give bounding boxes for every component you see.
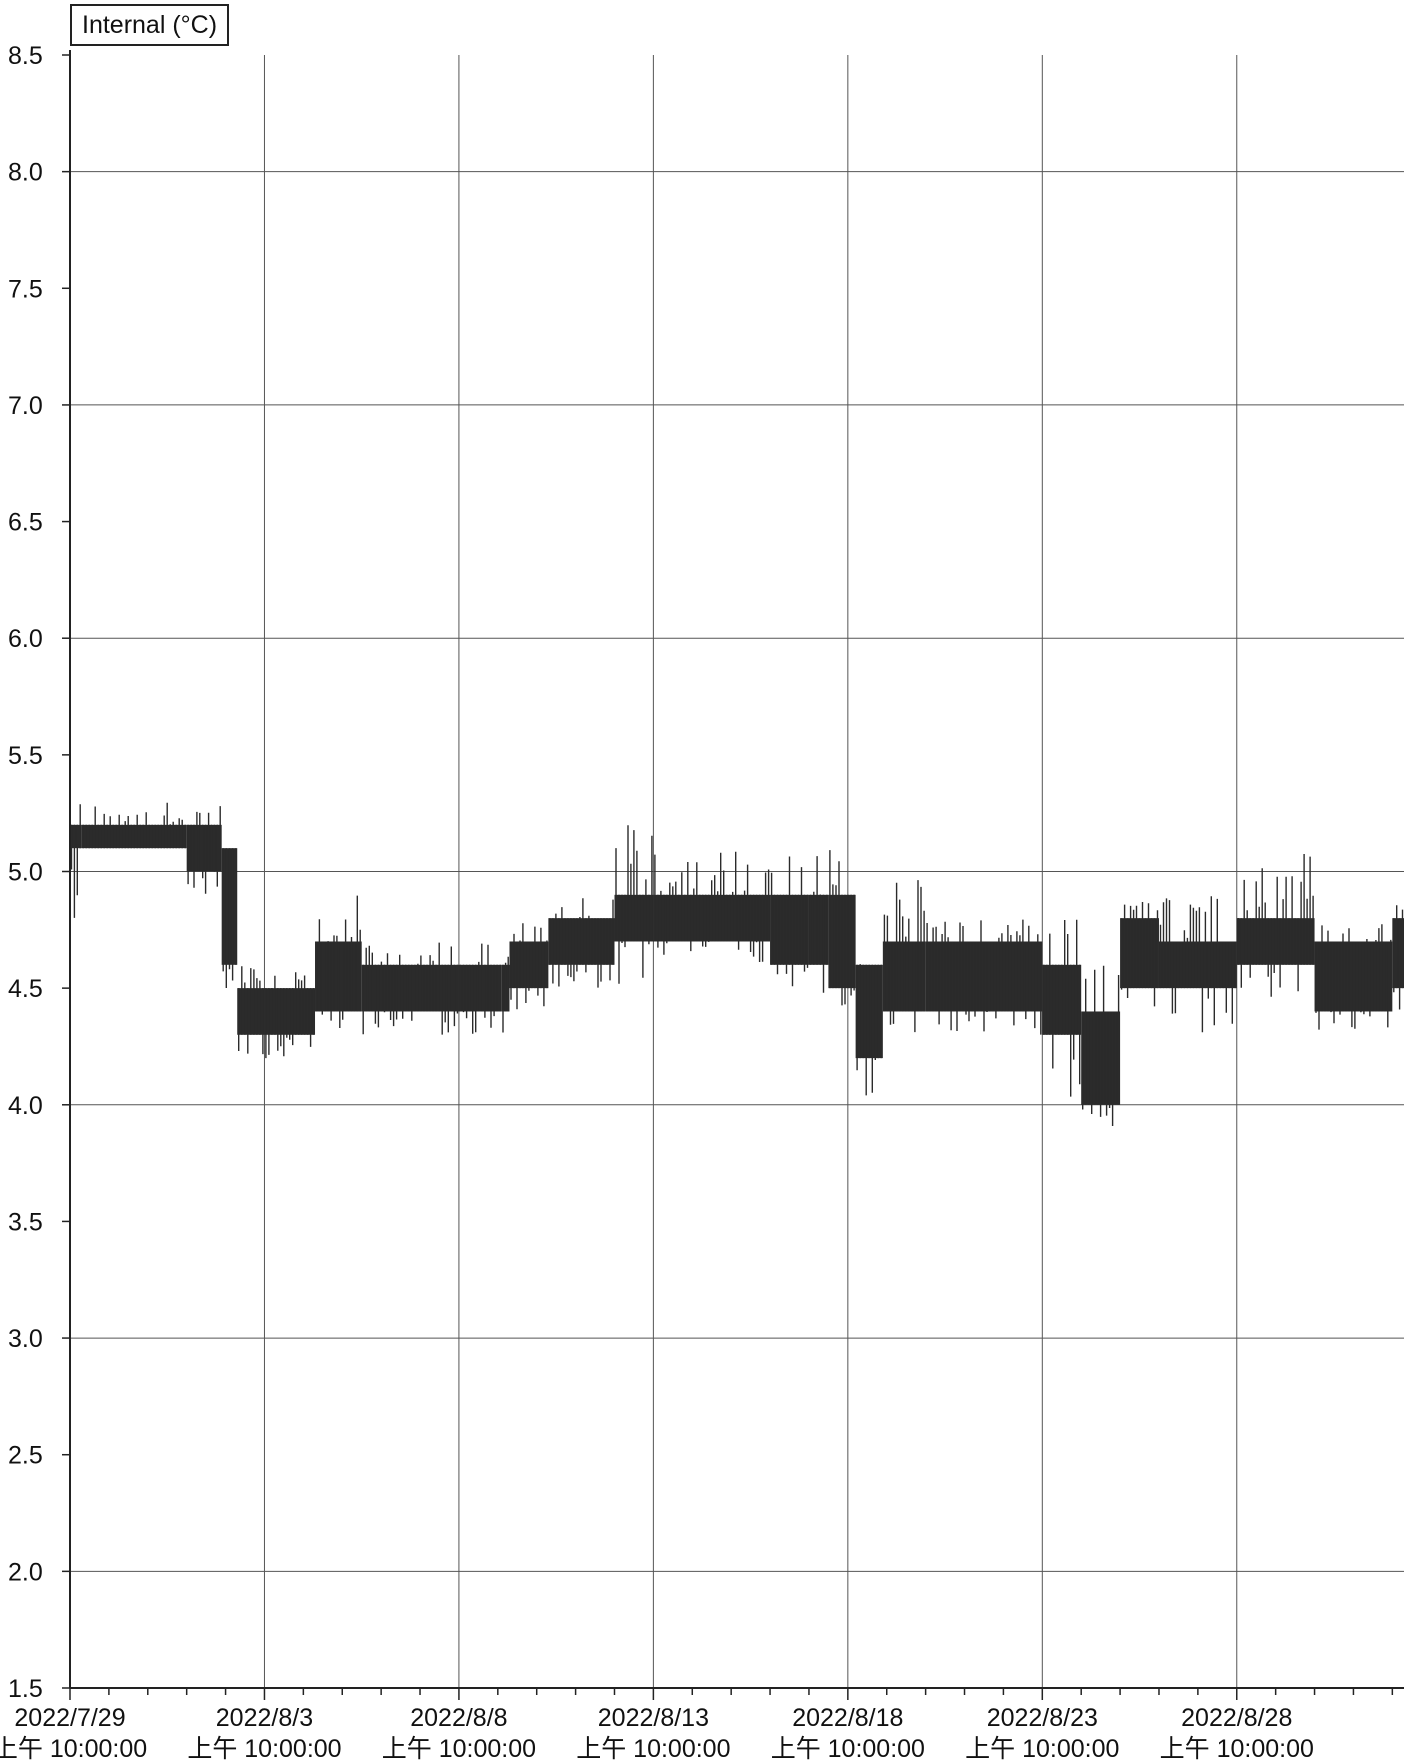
x-tick-label-time: 上午 10:00:00 bbox=[965, 1735, 1119, 1763]
x-tick-label-date: 2022/8/3 bbox=[216, 1704, 313, 1732]
series-band bbox=[808, 894, 829, 965]
y-tick-label: 8.0 bbox=[8, 159, 43, 187]
series-spikes bbox=[1043, 919, 1081, 1097]
y-tick-label: 7.0 bbox=[8, 392, 43, 420]
series-spikes bbox=[549, 898, 614, 988]
grid bbox=[70, 55, 1404, 1688]
series-spikes bbox=[459, 943, 501, 1034]
x-tick-label-time: 上午 10:00:00 bbox=[576, 1735, 730, 1763]
series-spikes bbox=[362, 942, 459, 1035]
series-spikes bbox=[926, 919, 1042, 1035]
series-spikes bbox=[654, 851, 770, 962]
x-tick-label-date: 2022/7/29 bbox=[14, 1704, 125, 1732]
series-band bbox=[1392, 918, 1404, 989]
legend-label: Internal (°C) bbox=[82, 11, 218, 39]
series-spikes bbox=[1393, 905, 1404, 1010]
x-tick-label-date: 2022/8/8 bbox=[410, 1704, 507, 1732]
x-tick-label-time: 上午 10:00:00 bbox=[382, 1735, 536, 1763]
y-tick-label: 8.5 bbox=[8, 42, 43, 70]
series-spikes bbox=[70, 804, 81, 918]
series-spikes bbox=[809, 856, 828, 993]
x-tick-label-time: 上午 10:00:00 bbox=[187, 1735, 341, 1763]
x-tick-labels: 2022/7/29 上午 10:00:00 2022/8/3 上午 10:00:00 2… bbox=[0, 1704, 1314, 1763]
series-spikes bbox=[856, 964, 882, 1096]
series-spikes bbox=[187, 806, 221, 894]
series-spikes bbox=[82, 802, 186, 849]
y-tick-label: 4.5 bbox=[8, 975, 43, 1003]
series-band bbox=[361, 964, 459, 1012]
series-internal-temperature bbox=[70, 802, 1404, 1126]
x-tick-label-date: 2022/8/13 bbox=[598, 1704, 709, 1732]
series-band bbox=[70, 824, 82, 849]
y-tick-label: 5.0 bbox=[8, 859, 43, 887]
x-tick-label-date: 2022/8/23 bbox=[987, 1704, 1098, 1732]
series-spikes bbox=[1315, 924, 1392, 1030]
series-spikes bbox=[502, 956, 509, 1033]
x-tick-label-time: 上午 10:00:00 bbox=[1160, 1735, 1314, 1763]
series-spikes bbox=[238, 966, 264, 1055]
y-tick-label: 5.5 bbox=[8, 742, 43, 770]
series-spikes bbox=[615, 825, 653, 984]
y-tick-label: 7.5 bbox=[8, 275, 43, 303]
legend: Internal (°C) bbox=[70, 4, 230, 46]
series-spikes bbox=[222, 848, 237, 988]
series-spikes bbox=[510, 923, 548, 1010]
y-tick-label: 3.5 bbox=[8, 1208, 43, 1236]
y-tick-label: 6.5 bbox=[8, 509, 43, 537]
series-band bbox=[882, 941, 926, 1012]
x-tick-label-time: 上午 10:00:00 bbox=[0, 1735, 147, 1763]
series-spikes bbox=[829, 850, 855, 1006]
series-spikes bbox=[315, 895, 361, 1028]
y-tick-label: 2.0 bbox=[8, 1558, 43, 1586]
x-tick-label-date: 2022/8/18 bbox=[792, 1704, 903, 1732]
series-spikes bbox=[1159, 896, 1236, 1033]
series-band bbox=[1158, 941, 1237, 989]
series-spikes bbox=[883, 880, 925, 1033]
series-band bbox=[1236, 918, 1315, 965]
series-spikes bbox=[1120, 902, 1159, 1007]
y-tick-label: 2.5 bbox=[8, 1442, 43, 1470]
series-spikes bbox=[1237, 854, 1314, 997]
axes bbox=[62, 50, 1404, 1700]
series-band bbox=[186, 824, 222, 872]
series-band bbox=[458, 964, 502, 1012]
x-tick-label-time: 上午 10:00:00 bbox=[771, 1735, 925, 1763]
x-tick-label-date: 2022/8/28 bbox=[1181, 1704, 1292, 1732]
series-spikes bbox=[265, 972, 315, 1059]
y-tick-label: 3.0 bbox=[8, 1325, 43, 1353]
series-band bbox=[1314, 941, 1393, 1012]
series-spikes bbox=[770, 856, 809, 987]
series-spikes bbox=[1082, 965, 1120, 1126]
y-tick-label: 1.5 bbox=[8, 1675, 43, 1703]
y-tick-label: 6.0 bbox=[8, 625, 43, 653]
y-tick-labels: 1.5 2.0 2.5 3.0 3.5 4.0 4.5 5.0 5.5 6.0 6.5 7.0 7.5 8… bbox=[8, 42, 43, 1703]
y-tick-label: 4.0 bbox=[8, 1092, 43, 1120]
